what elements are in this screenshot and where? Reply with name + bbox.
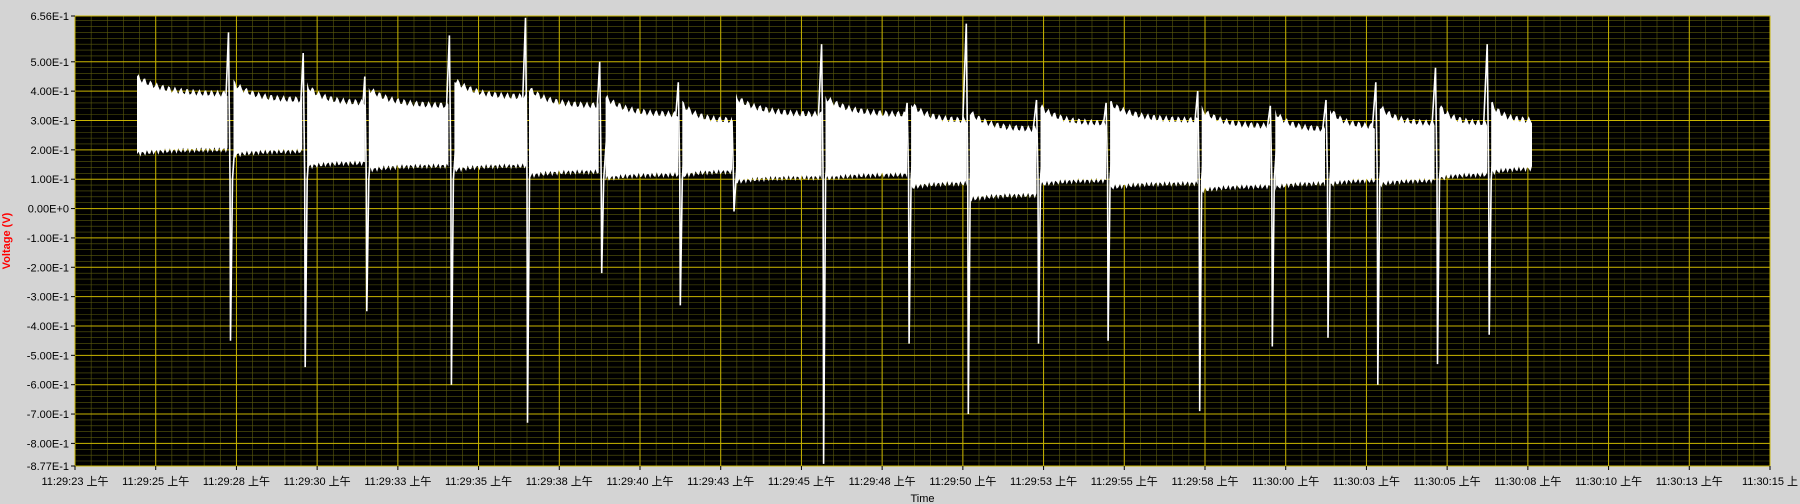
- y-tick-label: -3.00E-1: [27, 292, 69, 304]
- trace-band: [969, 111, 1037, 202]
- y-tick-label: -6.00E-1: [27, 380, 69, 392]
- trace-spike: [1321, 99, 1335, 338]
- x-tick-label: 11:29:30 上午: [284, 475, 351, 488]
- trace-band: [682, 100, 732, 178]
- trace-band: [1379, 105, 1435, 188]
- x-tick-label: 11:29:25 上午: [122, 475, 189, 488]
- trace-band: [736, 93, 822, 184]
- trace-spike: [961, 23, 976, 415]
- trace-spike: [1031, 99, 1046, 344]
- trace-band: [605, 94, 679, 181]
- trace-spike: [902, 102, 916, 344]
- x-tick-label: 11:29:48 上午: [849, 475, 916, 488]
- x-tick-label: 11:30:13 上午: [1656, 475, 1723, 488]
- voltage-trace: [137, 17, 1532, 464]
- x-tick-label: 11:29:55 上午: [1091, 475, 1158, 488]
- x-tick-label: 11:30:05 上午: [1414, 475, 1481, 488]
- trace-band: [911, 103, 967, 189]
- y-tick-label: 2.00E-1: [30, 145, 69, 157]
- trace-spike: [1101, 102, 1115, 341]
- trace-band: [368, 87, 449, 173]
- trace-band: [825, 95, 908, 182]
- trace-spike: [1482, 44, 1496, 335]
- x-tick-label: 11:29:35 上午: [445, 475, 512, 488]
- x-axis-label: Time: [910, 493, 934, 504]
- trace-spike: [816, 44, 831, 464]
- x-tick-label: 11:29:53 上午: [1010, 475, 1077, 488]
- trace-spike: [1192, 91, 1207, 412]
- x-tick-label: 11:29:50 上午: [929, 475, 996, 488]
- trace-band: [454, 78, 526, 173]
- y-axis-label: Voltage (V): [1, 212, 13, 269]
- x-tick-label: 11:29:43 上午: [687, 475, 754, 488]
- trace-spike: [727, 120, 741, 212]
- trace-band: [529, 87, 599, 178]
- y-tick-label: -7.00E-1: [27, 409, 69, 421]
- trace-band: [233, 79, 303, 159]
- y-tick-label: -8.77E-1: [27, 461, 69, 473]
- x-tick-label: 11:29:45 上午: [768, 475, 835, 488]
- trace-spike: [444, 35, 459, 385]
- x-tick-label: 11:29:40 上午: [606, 475, 673, 488]
- trace-band: [1439, 105, 1488, 183]
- trace-band: [1330, 109, 1375, 187]
- trace-spike: [520, 17, 535, 423]
- trace-spike: [594, 61, 609, 274]
- x-tick-label: 11:30:15 上: [1742, 475, 1798, 488]
- trace-band: [1275, 109, 1325, 191]
- x-tick-label: 11:29:38 上午: [526, 475, 593, 488]
- x-tick-label: 11:29:58 上午: [1171, 475, 1238, 488]
- trace-spike: [1430, 67, 1445, 365]
- trace-band: [307, 82, 365, 170]
- y-tick-label: -8.00E-1: [27, 438, 69, 450]
- x-tick-label: 11:30:10 上午: [1575, 475, 1642, 488]
- y-tick-label: -4.00E-1: [27, 321, 69, 333]
- trace-band: [1491, 101, 1532, 176]
- trace-spike: [673, 82, 688, 306]
- y-tick-label: -1.00E-1: [27, 233, 69, 245]
- trace-spike: [298, 52, 312, 368]
- trace-band: [137, 74, 228, 157]
- y-tick-label: 6.56E-1: [30, 11, 69, 23]
- trace-spike: [1371, 82, 1385, 385]
- y-tick-label: 3.00E-1: [30, 116, 69, 128]
- plot-area: [74, 15, 1771, 467]
- trace-band: [1040, 104, 1107, 188]
- y-tick-label: 5.00E-1: [30, 57, 69, 69]
- x-tick-label: 11:30:03 上午: [1333, 475, 1400, 488]
- trace-spike: [223, 32, 238, 341]
- x-tick-label: 11:30:00 上午: [1252, 475, 1319, 488]
- y-tick-label: -5.00E-1: [27, 350, 69, 362]
- trace-spike: [1265, 105, 1280, 347]
- y-axis-ticks: 6.56E-1 5.00E-1 4.00E-1 3.00E-1 2.00E-1 1.00E…: [27, 11, 75, 473]
- trace-band: [1110, 101, 1198, 190]
- x-tick-label: 11:29:33 上午: [364, 475, 431, 488]
- trace-band: [1201, 105, 1271, 194]
- y-tick-label: -2.00E-1: [27, 262, 69, 274]
- x-tick-label: 11:29:28 上午: [203, 475, 270, 488]
- x-tick-label: 11:29:23 上午: [41, 475, 108, 488]
- x-axis-ticks: 11:29:23 上午 11:29:25 上午 11:29:28 上午 11:29:3…: [41, 466, 1798, 488]
- y-tick-label: 1.00E-1: [30, 174, 69, 186]
- x-tick-label: 11:30:08 上午: [1494, 475, 1561, 488]
- trace-spike: [360, 76, 374, 312]
- y-tick-label: 4.00E-1: [30, 86, 69, 98]
- y-tick-label: 0.00E+0: [28, 204, 69, 216]
